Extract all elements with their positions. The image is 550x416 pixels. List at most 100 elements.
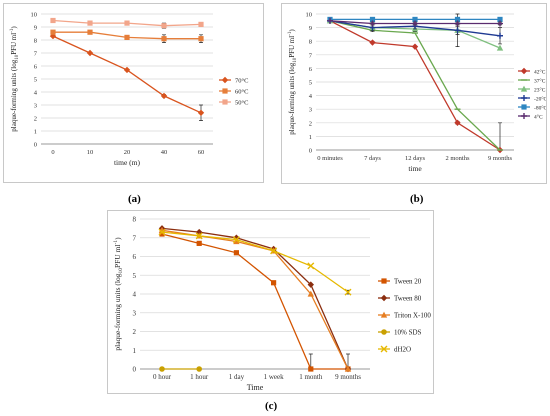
legend-label: 4°C — [534, 114, 543, 121]
series-line — [161, 231, 349, 293]
y-tick-label: 2 — [309, 120, 312, 127]
x-tick-label: 9 months — [335, 373, 361, 381]
legend-label: 10% SDS — [394, 329, 422, 337]
y-tick-label: 4 — [309, 93, 313, 100]
x-tick-label: 1 month — [299, 373, 323, 381]
y-tick-label: 10 — [31, 12, 38, 19]
chart-panel-c: 0 1 2 3 4 5 6 7 8 0 hour 1 hour 1 day 1 week 1 month 9… — [107, 210, 434, 394]
chart-b-svg: 0 1 2 3 4 5 6 7 8 9 10 0 minutes 7 days 12 days 2 mont… — [288, 12, 546, 174]
y-tick-label: 10 — [306, 12, 313, 19]
chart-panel-a: 0 1 2 3 4 5 6 7 8 9 10 0 10 20 40 60 time (m) plaque-form… — [3, 3, 264, 183]
y-tick-label: 6 — [34, 64, 38, 71]
legend-marker — [380, 294, 388, 302]
legend-marker — [380, 345, 388, 353]
data-point — [161, 36, 167, 42]
y-tick-label: 7 — [133, 234, 137, 242]
series-line — [52, 35, 202, 114]
legend-label: 70°C — [235, 78, 248, 85]
chart-a-svg: 0 1 2 3 4 5 6 7 8 9 10 0 10 20 40 60 time (m) plaque-form… — [10, 12, 248, 168]
x-tick-label: 12 days — [405, 155, 426, 162]
legend-marker — [381, 329, 387, 335]
y-axis-label: plaque-forming units (log10PFU ml-1) — [10, 26, 20, 132]
data-point — [454, 20, 461, 27]
x-tick-label: 60 — [198, 149, 205, 156]
data-point — [412, 16, 418, 23]
legend-marker — [521, 104, 527, 110]
x-tick-label: 0 hour — [153, 373, 172, 381]
data-point — [160, 92, 168, 100]
caption-a: (a) — [128, 193, 141, 205]
legend-label: dH2O — [394, 346, 411, 354]
y-tick-label: 8 — [309, 39, 312, 46]
legend-marker — [520, 85, 528, 92]
series-3 — [159, 366, 202, 372]
y-tick-label: 3 — [133, 309, 137, 317]
chart-panel-b: 0 1 2 3 4 5 6 7 8 9 10 0 minutes 7 days 12 days 2 mont… — [281, 3, 547, 184]
data-point — [307, 262, 315, 270]
x-tick-label: 10 — [87, 149, 94, 156]
series-1 — [50, 29, 204, 43]
legend-marker — [222, 88, 228, 94]
y-tick-label: 3 — [34, 103, 37, 110]
x-axis-label: Time — [247, 383, 264, 392]
x-tick-label: 2 months — [445, 155, 469, 162]
chart-c-svg: 0 1 2 3 4 5 6 7 8 0 hour 1 hour 1 day 1 week 1 month 9… — [113, 216, 431, 393]
legend-label: Tween 80 — [394, 295, 422, 303]
y-tick-label: 5 — [34, 77, 37, 84]
data-point — [412, 20, 418, 27]
y-tick-label: 6 — [309, 66, 313, 73]
data-point — [50, 29, 56, 35]
x-tick-label: 7 days — [364, 155, 381, 162]
data-point — [344, 288, 352, 296]
y-tick-label: 0 — [133, 366, 137, 374]
data-point — [195, 232, 203, 240]
series-line — [161, 227, 349, 370]
data-point — [87, 29, 93, 35]
data-point — [307, 290, 314, 297]
x-tick-label: 0 — [51, 149, 54, 156]
data-point — [124, 20, 130, 26]
y-tick-label: 5 — [309, 80, 312, 87]
data-point — [196, 366, 202, 372]
series-line — [329, 20, 501, 151]
y-tick-label: 4 — [34, 90, 38, 97]
data-point — [369, 20, 376, 27]
data-point — [369, 39, 376, 46]
x-tick-label: 1 day — [229, 373, 245, 381]
legend-label: Tween 20 — [394, 278, 422, 286]
legend-marker — [381, 278, 387, 284]
legend-marker — [221, 76, 229, 84]
y-tick-label: 2 — [133, 328, 137, 336]
legend-marker — [521, 113, 527, 119]
data-point — [270, 247, 278, 255]
legend-label: Triton X-100 — [394, 312, 431, 320]
y-tick-label: 7 — [309, 52, 313, 59]
data-point — [86, 49, 94, 57]
series-0 — [49, 32, 205, 121]
data-point — [307, 281, 314, 288]
data-point — [454, 16, 461, 23]
data-point — [454, 119, 461, 126]
data-point — [232, 236, 240, 244]
legend-label: 37°C — [534, 78, 546, 85]
data-point — [197, 109, 205, 116]
y-tick-label: 6 — [133, 253, 137, 261]
y-axis-label: plaque-forming units (log10PFU ml-1) — [113, 237, 124, 351]
y-tick-label: 4 — [133, 291, 137, 299]
y-tick-label: 3 — [309, 107, 312, 114]
x-tick-label: 20 — [124, 149, 131, 156]
series-5 — [327, 17, 503, 27]
legend-label: 42°C — [534, 69, 546, 76]
y-tick-label: 8 — [133, 216, 137, 224]
data-point — [233, 238, 240, 245]
caption-c: (c) — [265, 400, 278, 412]
data-point — [50, 17, 56, 24]
series-line — [161, 229, 349, 370]
data-point — [159, 366, 165, 372]
legend-marker — [520, 67, 528, 75]
data-point — [271, 280, 277, 286]
data-point — [411, 43, 419, 50]
data-point — [233, 250, 239, 256]
data-point — [161, 23, 167, 29]
y-tick-label: 1 — [309, 134, 312, 141]
